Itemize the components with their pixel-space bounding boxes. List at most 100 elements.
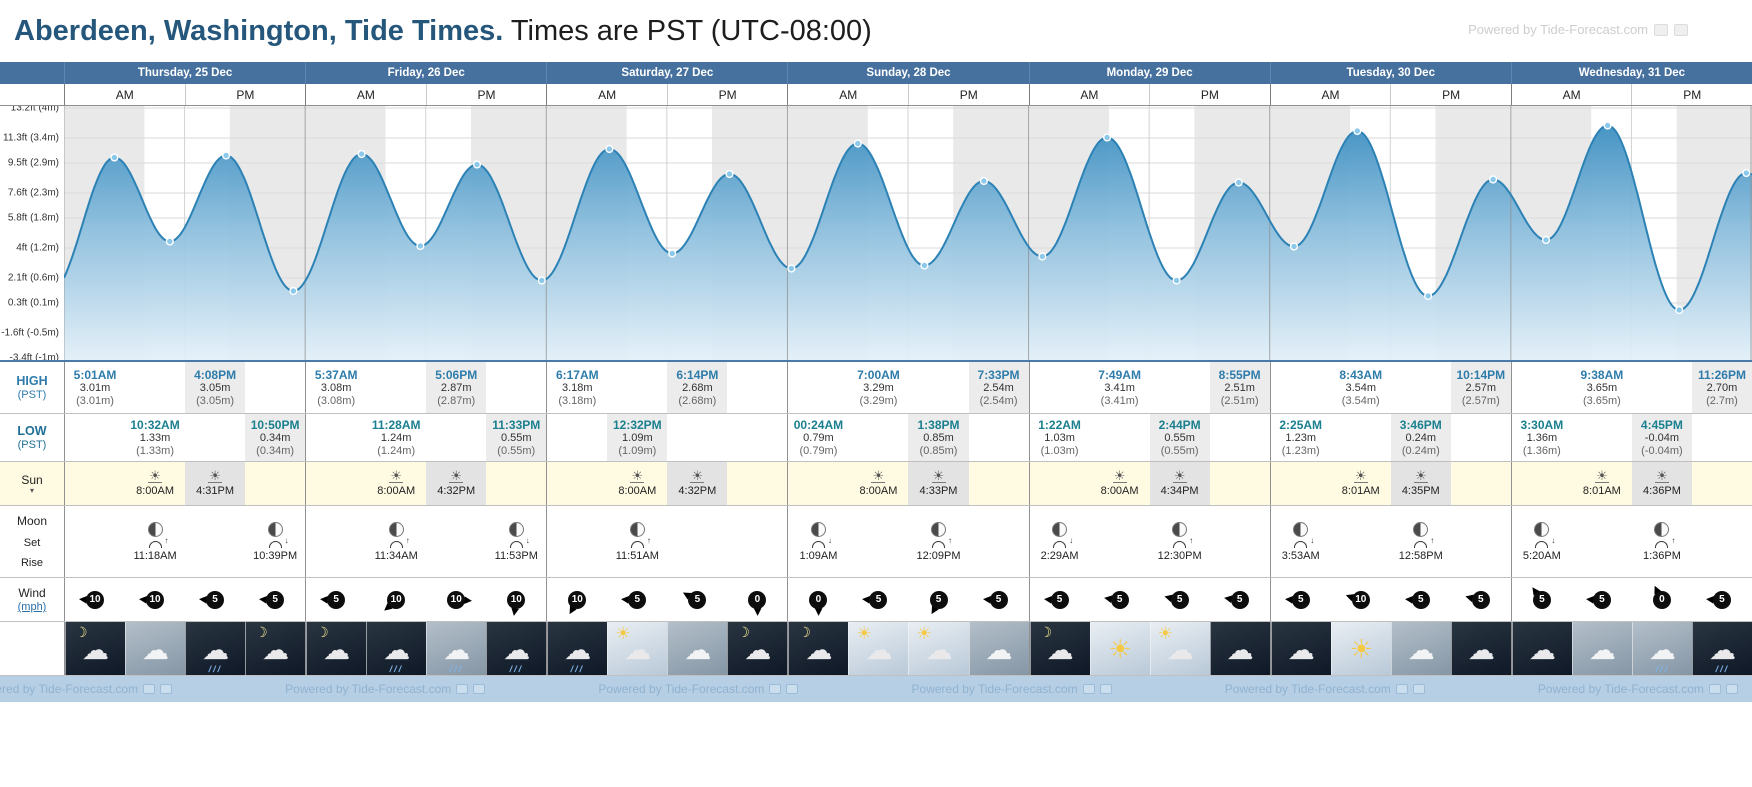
cloud-icon: ☁ [443, 635, 471, 665]
cloud-icon: ☁ [624, 635, 652, 665]
tide-height-alt: (0.55m) [1160, 444, 1199, 457]
image-icon [473, 684, 486, 694]
weather-day-column: ☽ ☁ ☁///☁///☁/// [305, 622, 547, 675]
cloud-icon: ☁ [1287, 635, 1315, 665]
tide-height-alt: (1.36m) [1522, 444, 1561, 457]
wind-unit-link[interactable]: (mph) [17, 601, 47, 613]
day-header-tuesday: Tuesday, 30 Dec [1269, 62, 1511, 84]
footer-powered-by-link[interactable]: Powered by Tide-Forecast.com [285, 682, 486, 696]
cloud-icon: ☁ [1528, 635, 1556, 665]
sunset-icon: ☀ [449, 468, 464, 483]
high-tide-time: 8:55PM [1218, 367, 1261, 382]
am-pm-spacer [0, 84, 64, 105]
tide-height-m: -0.04m [1644, 431, 1680, 444]
wind-slot: ▶ 5 [1692, 578, 1752, 621]
cloud-icon: ☁ [1226, 635, 1254, 665]
moon-icon: ☽ [255, 624, 268, 640]
moon-icon: ☽ [75, 624, 88, 640]
high-tide-cell: 10:14PM 2.57m (2.57m) [1450, 362, 1511, 413]
sunrise-time: 8:00AM [136, 485, 174, 497]
am-label: AM [1321, 87, 1340, 102]
footer-powered-by-link[interactable]: Powered by Tide-Forecast.com [0, 682, 173, 696]
am-pm-day-column: AM PM [305, 84, 546, 105]
low-tide-row: LOW (PST) 10:32AM 1.33m (1.33m) 10:50PM 0.34… [0, 414, 1752, 462]
wind-badge: ▶ 10 [561, 585, 593, 616]
tide-height-alt: (1.23m) [1281, 444, 1320, 457]
footer-powered-by-link[interactable]: Powered by Tide-Forecast.com [1225, 682, 1425, 696]
weather-tile-cloud: ☁ [1450, 622, 1511, 675]
tide-height-m: 3.08m [320, 381, 352, 394]
sun-day-column: ☀ 8:00AM ☀ 4:32PM [546, 462, 787, 505]
footer-powered-by-link[interactable]: Powered by Tide-Forecast.com [1538, 682, 1738, 696]
low-tide-time: 11:28AM [371, 417, 421, 432]
powered-by-watermark[interactable]: Powered by Tide-Forecast.com [1468, 22, 1688, 37]
tide-height-alt: (2.87m) [437, 394, 476, 407]
tide-height-alt: (1.03m) [1040, 444, 1079, 457]
weather-tile-moon-cloud: ☽ ☁ [727, 622, 788, 675]
sunrise-icon: ☀ [871, 468, 886, 483]
cloud-icon: ☁ [1648, 635, 1676, 665]
wind-badge: ▶ 5 [1585, 585, 1618, 615]
sunrise-icon: ☀ [389, 468, 404, 483]
moon-rise-icon [148, 537, 169, 548]
weather-tile-cloud: ☁ [1571, 622, 1632, 675]
weather-tile-cloud-rain: ☁/// [1691, 622, 1752, 675]
low-tide-time: 2:44PM [1158, 417, 1201, 432]
low-tide-cell: 10:32AM 1.33m (1.33m) [125, 414, 185, 461]
day-header-wednesday: Wednesday, 31 Dec [1510, 62, 1752, 84]
am-pm-day-column: AM PM [787, 84, 1028, 105]
moon-rise-icon [932, 537, 952, 548]
sun-day-column: ☀ 8:01AM ☀ 4:36PM [1510, 462, 1752, 505]
low-tide-time: 1:22AM [1038, 417, 1081, 432]
am-pm-day-column: AM PM [1269, 84, 1511, 105]
moon-day-column: 11:34AM 11:53PM [305, 506, 546, 577]
high-tide-day-column: 6:17AM 3.18m (3.18m) 6:14PM 2.68m (2.68m) [546, 362, 787, 413]
sun-day-column: ☀ 8:00AM ☀ 4:31PM [64, 462, 305, 505]
moon-row-label: Moon Set Rise [0, 506, 64, 577]
weather-tile-cloud: ☁ [968, 622, 1029, 675]
tide-height-m: 3.05m [199, 381, 231, 394]
high-tide-day-column: 5:37AM 3.08m (3.08m) 5:06PM 2.87m (2.87m) [305, 362, 546, 413]
footer-powered-by-link[interactable]: Powered by Tide-Forecast.com [598, 682, 799, 696]
high-tide-time: 7:49AM [1098, 367, 1141, 382]
moon-phase-icon [1052, 521, 1068, 537]
image-icon [1708, 684, 1721, 694]
low-tide-day-column: 00:24AM 0.79m (0.79m) 1:38PM 0.85m (0.85m) [787, 414, 1028, 461]
sunrise-time: 8:01AM [1341, 485, 1380, 497]
tide-height-alt: (3.65m) [1582, 394, 1621, 407]
image-icon [143, 684, 156, 694]
weather-tile-sun-cloud: ☀ ☁ [1149, 622, 1210, 675]
weather-tile-sun: ☀ [1089, 622, 1150, 675]
wind-slot: ▶ 5 [1210, 578, 1270, 621]
sunrise-icon: ☀ [148, 468, 163, 483]
horizon-line [1654, 482, 1669, 483]
weather-tile-cloud: ☁ [1511, 622, 1572, 675]
wind-slot: ▶ 5 [1512, 578, 1572, 621]
high-tide-cell: 11:26PM 2.70m (2.7m) [1691, 362, 1752, 413]
wind-badge: ▶ 5 [621, 585, 653, 615]
high-tide-cell: 8:43AM 3.54m (3.54m) [1331, 362, 1391, 413]
horizon-line [1353, 482, 1368, 483]
tide-height-alt: (1.33m) [136, 444, 174, 457]
tide-height-m: 2.68m [682, 381, 713, 394]
weather-day-column: ☽ ☁ ☀ ☁ ☀ ☁ ☁ [787, 622, 1029, 675]
wind-slot: ▶ 5 [1150, 578, 1210, 621]
weather-row-spacer [0, 622, 64, 675]
chevron-down-icon[interactable]: ▾ [29, 486, 34, 495]
wind-speed-value: 10 [86, 590, 105, 609]
cloud-icon: ☁ [1166, 635, 1194, 665]
wind-speed-value: 5 [266, 590, 285, 609]
moon-icon: ☽ [1039, 624, 1053, 640]
weather-tile-sun: ☀ [1330, 622, 1391, 675]
footer-powered-by-link[interactable]: Powered by Tide-Forecast.com [912, 682, 1112, 696]
tide-height-alt: (0.34m) [256, 444, 295, 457]
sunrise-cell: ☀ 8:01AM [1331, 462, 1391, 505]
moon-rise-time: 1:36PM [1642, 549, 1681, 562]
high-tide-time: 9:38AM [1580, 367, 1624, 382]
wind-slot: ▶ 10 [426, 578, 486, 621]
wind-badge: ▶ 5 [1526, 584, 1558, 615]
high-tide-day-column: 5:01AM 3.01m (3.01m) 4:08PM 3.05m (3.05m) [64, 362, 305, 413]
wind-day-column: ▶ 5 ▶ 5 ▶ 5 ▶ 5 [1028, 578, 1270, 621]
high-tide-cell: 7:00AM 3.29m (3.29m) [848, 362, 908, 413]
rain-icon: /// [388, 664, 405, 674]
